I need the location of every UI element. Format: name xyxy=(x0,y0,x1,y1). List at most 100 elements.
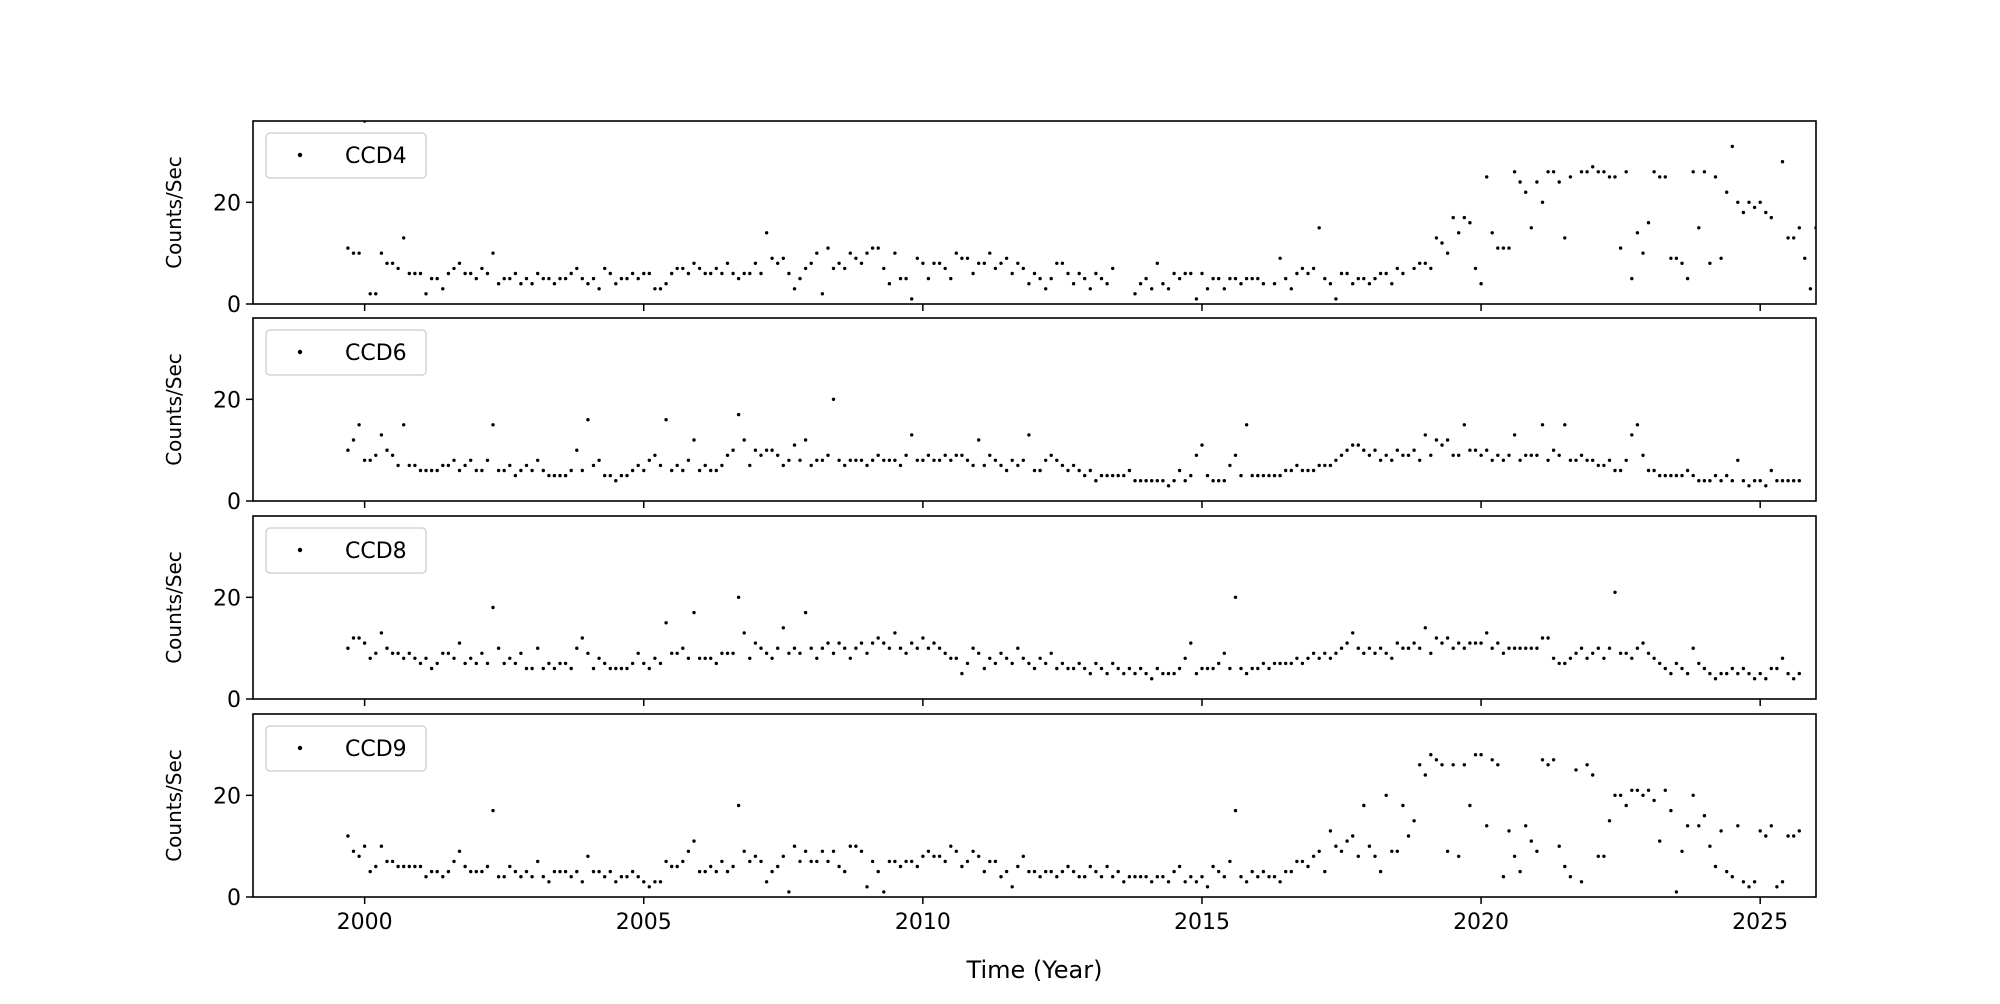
data-point xyxy=(859,641,864,645)
data-point xyxy=(1574,651,1578,655)
data-point xyxy=(608,473,612,478)
data-point xyxy=(904,859,908,864)
data-point xyxy=(949,458,953,462)
data-point xyxy=(1893,246,1896,249)
data-point xyxy=(1752,880,1757,884)
data-point xyxy=(703,869,707,874)
data-point xyxy=(1445,251,1450,255)
data-point xyxy=(1055,875,1059,879)
data-point xyxy=(1685,824,1690,828)
data-point xyxy=(597,869,601,874)
data-point xyxy=(1217,276,1221,281)
data-point xyxy=(496,646,501,650)
data-point xyxy=(580,636,584,640)
data-point xyxy=(1691,473,1695,478)
data-point xyxy=(418,468,423,473)
data-point xyxy=(1741,210,1746,215)
data-point xyxy=(1049,869,1053,874)
data-point xyxy=(374,292,378,296)
data-point xyxy=(820,292,825,296)
data-point xyxy=(949,276,953,281)
data-point xyxy=(1674,890,1679,894)
data-point xyxy=(1166,880,1171,884)
data-point xyxy=(1256,875,1260,879)
data-point xyxy=(954,849,958,853)
data-point xyxy=(413,864,417,869)
data-point xyxy=(619,276,624,281)
data-point xyxy=(709,271,713,276)
legend-marker xyxy=(297,152,303,158)
data-point xyxy=(1596,463,1601,468)
data-point xyxy=(1233,595,1238,599)
data-point xyxy=(619,666,624,671)
data-point xyxy=(1049,276,1053,281)
data-point xyxy=(736,595,741,599)
data-point xyxy=(1797,226,1802,230)
data-point xyxy=(1306,271,1310,276)
data-point xyxy=(429,666,434,671)
data-point xyxy=(1764,484,1768,488)
data-point xyxy=(1194,880,1199,884)
data-point xyxy=(1630,276,1634,281)
data-point xyxy=(1395,266,1400,271)
data-point xyxy=(971,849,975,853)
data-point xyxy=(1568,458,1573,462)
data-point xyxy=(709,468,713,473)
legend-label: CCD8 xyxy=(345,539,407,564)
data-point xyxy=(709,656,713,660)
data-point xyxy=(575,646,579,650)
data-point xyxy=(1797,479,1802,483)
data-point xyxy=(1451,763,1455,767)
data-point xyxy=(547,276,551,281)
data-point xyxy=(960,864,964,869)
data-point xyxy=(809,261,813,265)
data-point xyxy=(1105,864,1109,869)
data-point xyxy=(1663,788,1668,792)
data-point xyxy=(1725,671,1729,676)
data-point xyxy=(1345,839,1349,843)
data-point xyxy=(1792,479,1796,483)
data-point xyxy=(591,666,596,671)
data-point xyxy=(463,661,467,666)
data-point xyxy=(1004,656,1009,660)
data-point xyxy=(1373,276,1377,281)
data-point xyxy=(977,438,981,442)
data-point xyxy=(831,849,836,853)
data-point xyxy=(798,458,802,462)
data-point xyxy=(413,463,417,468)
data-point xyxy=(1607,646,1612,650)
data-point xyxy=(1105,671,1109,676)
data-point xyxy=(736,803,741,808)
data-point xyxy=(1752,479,1757,483)
data-point xyxy=(692,610,696,615)
data-point xyxy=(357,423,361,427)
data-point xyxy=(457,849,462,853)
data-point xyxy=(1261,473,1266,478)
data-point xyxy=(915,458,919,462)
data-point xyxy=(586,854,590,858)
data-point xyxy=(1512,646,1517,650)
data-point xyxy=(1311,266,1316,271)
data-point xyxy=(1356,443,1361,447)
data-point xyxy=(893,458,897,462)
data-point xyxy=(1138,282,1143,286)
data-point xyxy=(1278,473,1282,478)
data-point xyxy=(625,473,629,478)
data-point xyxy=(1311,854,1316,858)
data-point xyxy=(1222,875,1227,879)
data-point xyxy=(1563,423,1567,427)
data-point xyxy=(1155,479,1160,483)
data-point xyxy=(870,859,875,864)
data-point xyxy=(1032,869,1037,874)
data-point xyxy=(1741,479,1746,483)
data-point xyxy=(787,271,791,276)
data-point xyxy=(675,864,679,869)
data-point xyxy=(1680,473,1684,478)
data-point xyxy=(1177,276,1182,281)
data-point xyxy=(1066,468,1070,473)
data-point xyxy=(1177,666,1182,671)
legend-marker xyxy=(297,547,303,553)
data-point xyxy=(1652,468,1656,473)
legend-label: CCD4 xyxy=(345,144,407,169)
data-point xyxy=(753,261,758,265)
